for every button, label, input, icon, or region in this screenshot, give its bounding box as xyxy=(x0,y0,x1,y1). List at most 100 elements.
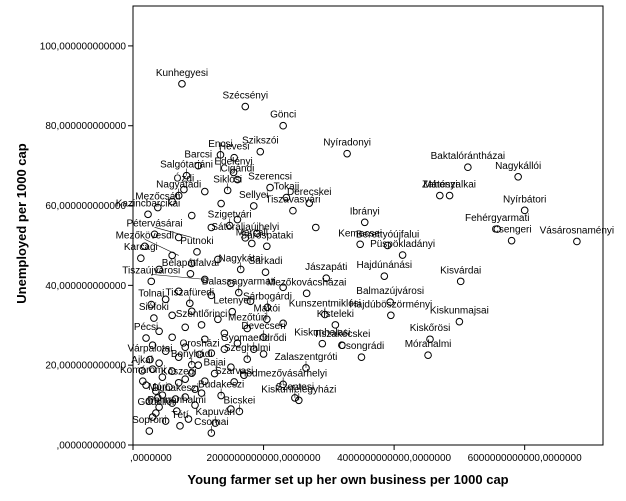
data-point xyxy=(424,351,432,360)
data-point xyxy=(464,163,472,172)
data-point xyxy=(256,147,265,156)
data-point xyxy=(225,221,234,230)
data-point xyxy=(295,396,303,405)
point-label: Bélapátfalvai xyxy=(162,258,219,269)
data-point xyxy=(176,422,184,430)
point-label: Pécsi xyxy=(134,322,158,333)
data-point xyxy=(191,401,199,409)
point-label: Zahonyi xyxy=(422,180,458,191)
data-point xyxy=(187,369,196,377)
x-tick-label: 4000000000000,0000000 xyxy=(337,453,451,464)
data-point xyxy=(227,279,235,288)
point-label: Edelényi xyxy=(214,156,252,167)
point-label: Marcali xyxy=(236,227,268,238)
point-label: Szikszói xyxy=(242,136,279,147)
data-point xyxy=(146,355,154,364)
data-point xyxy=(282,193,291,202)
data-point xyxy=(168,197,176,206)
point-label: Putnoki xyxy=(180,236,213,247)
y-tick-label: 80,000000000000 xyxy=(45,121,126,132)
point-label: Móri xyxy=(148,382,167,393)
data-point xyxy=(152,409,160,417)
point-label: Pétervásárai xyxy=(126,218,182,229)
point-label: Balassagyarmati xyxy=(202,277,276,288)
data-point xyxy=(207,223,216,232)
data-point xyxy=(186,269,195,278)
data-point xyxy=(201,335,209,344)
point-label: Mórahalmi xyxy=(405,339,452,350)
data-point xyxy=(181,393,190,401)
data-point xyxy=(227,405,235,413)
data-point xyxy=(234,288,243,297)
point-label: Nagykállói xyxy=(495,161,541,172)
data-point xyxy=(230,153,238,162)
point-label: Kemecsei xyxy=(338,228,382,239)
point-label: Makói xyxy=(253,303,280,314)
data-point xyxy=(436,191,444,200)
data-point xyxy=(263,315,271,324)
data-point xyxy=(174,233,183,242)
data-point xyxy=(207,291,216,300)
data-point xyxy=(573,237,581,246)
point-label: Fehérgyarmati xyxy=(465,213,529,224)
data-point xyxy=(158,373,167,381)
data-point xyxy=(201,187,209,196)
data-point xyxy=(182,171,191,180)
data-point xyxy=(161,295,170,304)
data-point xyxy=(174,378,183,387)
point-label: Kiskunhalasi xyxy=(294,328,350,339)
data-point xyxy=(214,255,222,264)
data-point xyxy=(168,311,176,320)
data-point xyxy=(241,234,250,242)
data-point xyxy=(305,199,314,207)
data-point xyxy=(387,311,395,320)
point-label: Szeghalmi xyxy=(224,343,271,354)
point-label: Budakeszi xyxy=(198,380,244,391)
data-point xyxy=(426,335,434,344)
data-points xyxy=(137,80,581,437)
point-label: Hajdúnánási xyxy=(357,260,413,271)
data-point xyxy=(180,185,188,194)
point-label: Siklósi xyxy=(213,174,242,185)
data-point xyxy=(207,429,216,437)
data-point xyxy=(236,265,245,274)
point-label: Komáromi xyxy=(120,365,166,376)
point-label: Bajai xyxy=(203,358,225,369)
data-point xyxy=(386,298,394,306)
data-point xyxy=(233,215,242,224)
point-label: Karcagi xyxy=(124,242,158,253)
data-point xyxy=(138,366,146,375)
data-point xyxy=(197,389,206,397)
y-axis-title: Unemployed per 1000 cap xyxy=(14,143,29,303)
data-point xyxy=(331,321,340,329)
data-point xyxy=(279,283,287,292)
data-point xyxy=(155,265,163,274)
data-point xyxy=(302,289,311,298)
data-point xyxy=(321,310,329,319)
data-point xyxy=(211,419,220,427)
point-label: Nyíradonyi xyxy=(323,138,371,149)
data-point xyxy=(249,202,258,210)
data-point xyxy=(154,394,162,402)
data-point xyxy=(259,350,268,358)
data-point xyxy=(217,391,225,400)
data-point xyxy=(246,297,255,306)
data-point xyxy=(214,315,222,324)
point-label: Ajkai xyxy=(131,355,153,366)
point-label: Sarkadi xyxy=(249,256,283,267)
data-point xyxy=(152,387,160,395)
point-label: Sárospataki xyxy=(240,230,293,241)
point-label: Sátoraljaújhelyi xyxy=(211,222,279,233)
data-point xyxy=(168,367,176,375)
data-point xyxy=(178,80,186,88)
data-point xyxy=(144,210,152,219)
point-label: Szentlőrinci xyxy=(176,309,228,320)
point-label: Várpalotai xyxy=(127,344,172,355)
point-label: Mezőkövesdi xyxy=(116,230,174,241)
data-point xyxy=(148,365,157,373)
data-point xyxy=(220,329,229,338)
point-label: Kunhegyesi xyxy=(156,68,208,79)
point-label: Mezőcsáti xyxy=(135,192,180,203)
point-label: Szécsényi xyxy=(222,91,268,102)
